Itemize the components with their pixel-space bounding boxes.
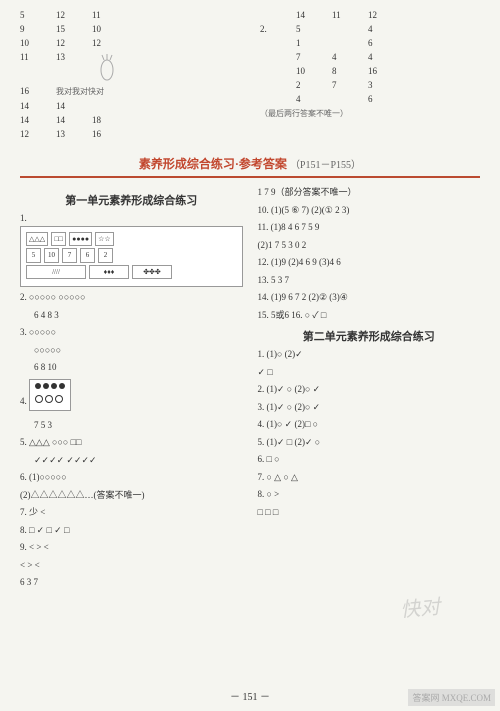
section-header: 素养形成综合练习·参考答案 （P151－P155） bbox=[20, 155, 480, 178]
carrot-icon bbox=[92, 52, 122, 82]
main-left-column: 第一单元素养形成综合练习 1. △△△ □□ ●●●● ☆☆ 5 10 7 6 … bbox=[20, 186, 243, 594]
watermark-center: 快对 bbox=[399, 590, 441, 622]
q3: 3. ○○○○○ bbox=[20, 326, 243, 340]
q5: 5. △△△ ○○○ □□ bbox=[20, 436, 243, 450]
q6-1: 6. (1)○○○○○ bbox=[20, 471, 243, 485]
unit1-title: 第一单元素养形成综合练习 bbox=[20, 192, 243, 208]
q4: 4. bbox=[20, 379, 243, 415]
corner-watermark: 答案网 MXQE.COM bbox=[408, 689, 495, 706]
top-left-column: 51211 91510 101212 1113 16我对我对快对 1414 14… bbox=[20, 10, 240, 143]
q9b: < > < bbox=[20, 559, 243, 573]
q9a: 9. < > < bbox=[20, 541, 243, 555]
unit2-title: 第二单元素养形成综合练习 bbox=[258, 328, 481, 344]
q9c: 6 3 7 bbox=[20, 576, 243, 590]
q1: 1. △△△ □□ ●●●● ☆☆ 5 10 7 6 2 bbox=[20, 212, 243, 287]
top-right-note: （最后两行答案不唯一） bbox=[260, 108, 480, 119]
main-right-column: 1 7 9（部分答案不唯一） 10. (1)(5 ⑥ 7) (2)(① 2 3)… bbox=[258, 186, 481, 594]
carrot-label: 我对我对快对 bbox=[56, 86, 104, 97]
top-right-column: 141112 2.54 16 744 10816 273 46 （最后两行答案不… bbox=[260, 10, 480, 143]
q8: 8. □ ✓ □ ✓ □ bbox=[20, 524, 243, 538]
q6-2: (2)△△△△△△…(答案不唯一) bbox=[20, 489, 243, 503]
q2: 2. ○○○○○ ○○○○○ bbox=[20, 291, 243, 305]
q7: 7. 少 < bbox=[20, 506, 243, 520]
top-number-grid: 51211 91510 101212 1113 16我对我对快对 1414 14… bbox=[20, 10, 480, 143]
